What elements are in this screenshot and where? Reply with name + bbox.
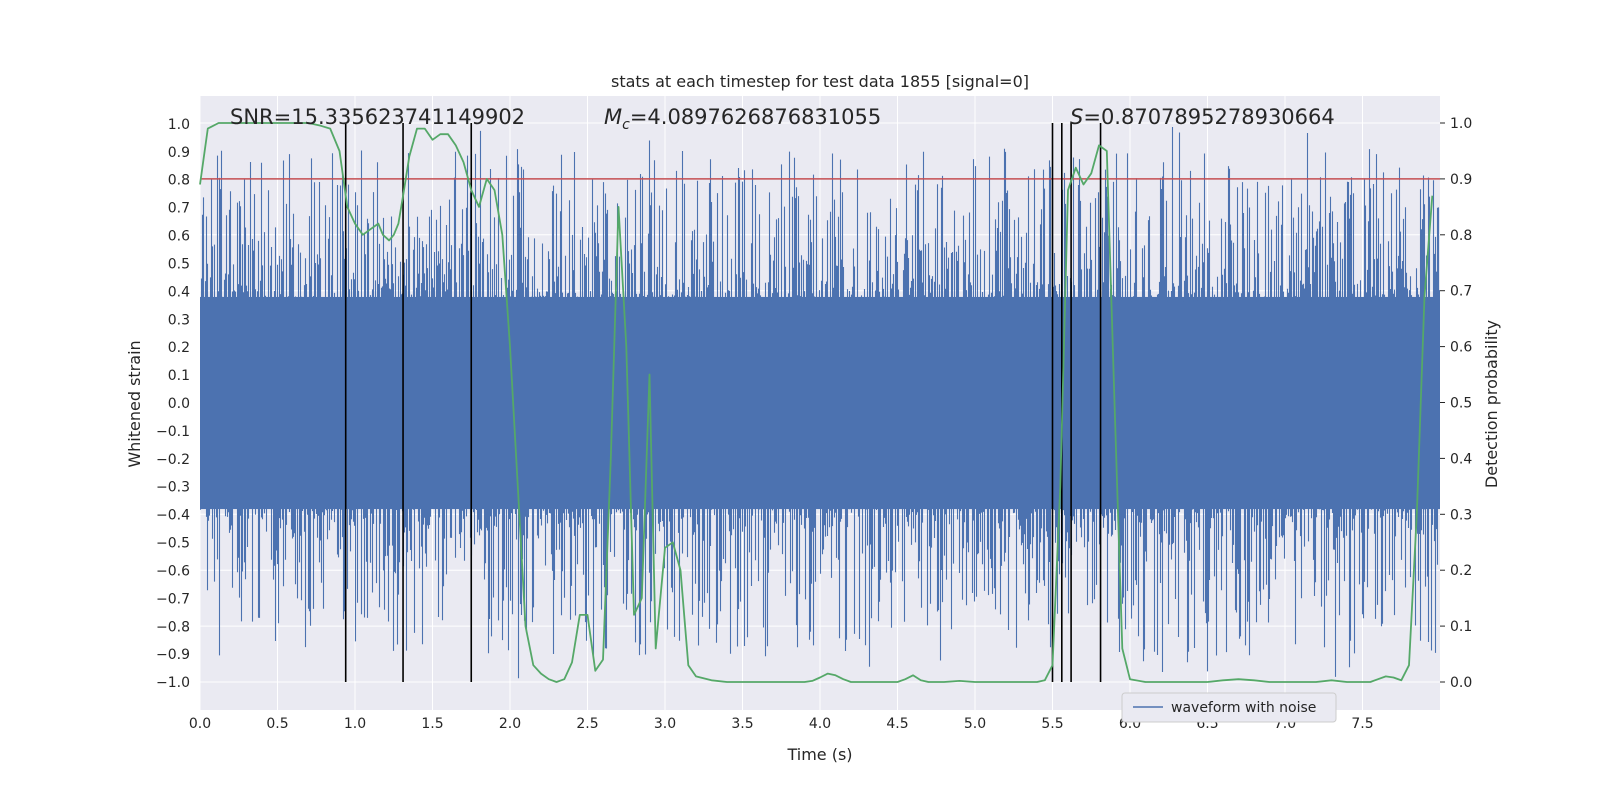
legend-box bbox=[1121, 692, 1337, 723]
x-tick-label: 5.5 bbox=[1041, 716, 1063, 732]
y-tick-label: −0.6 bbox=[156, 563, 190, 579]
mc-subscript: c bbox=[622, 117, 630, 133]
legend: waveform with noise bbox=[1121, 692, 1337, 723]
y-tick-label: −1.0 bbox=[156, 675, 190, 691]
mc-symbol: M bbox=[604, 105, 622, 129]
y2-axis-label: Detection probability bbox=[1482, 320, 1501, 488]
y2-tick-label: 0.6 bbox=[1450, 340, 1472, 356]
y-tick-label: −0.2 bbox=[156, 452, 190, 468]
y2-tick-label: 1.0 bbox=[1450, 116, 1472, 132]
x-tick-label: 5.0 bbox=[964, 716, 986, 732]
x-tick-label: 3.5 bbox=[731, 716, 753, 732]
y2-tick-label: 0.5 bbox=[1450, 396, 1472, 412]
x-tick-label: 0.0 bbox=[189, 716, 211, 732]
chart-title: stats at each timestep for test data 185… bbox=[611, 72, 1029, 91]
y-tick-label: −0.9 bbox=[156, 647, 190, 663]
x-tick-label: 2.0 bbox=[499, 716, 521, 732]
chirp-mass-annotation: Mc=4.0897626876831055 bbox=[604, 105, 881, 133]
x-tick-label: 1.0 bbox=[344, 716, 366, 732]
snr-annotation: SNR=15.335623741149902 bbox=[230, 105, 525, 129]
x-tick-label: 2.5 bbox=[576, 716, 598, 732]
y-tick-label: 0.2 bbox=[168, 340, 190, 356]
x-tick-label: 3.0 bbox=[654, 716, 676, 732]
y-tick-label: −0.7 bbox=[156, 591, 190, 607]
y-tick-label: 0.0 bbox=[168, 396, 190, 412]
x-tick-label: 1.5 bbox=[421, 716, 443, 732]
y-tick-label: −0.5 bbox=[156, 536, 190, 552]
y-tick-label: 0.8 bbox=[168, 173, 190, 189]
y-tick-label: −0.1 bbox=[156, 424, 190, 440]
x-tick-label: 4.5 bbox=[886, 716, 908, 732]
y-axis-ticks: 1.0 0.9 0.8 0.7 0.6 0.5 0.4 0.3 0.2 0.1 0.0 −0.1 −0.… bbox=[156, 117, 190, 691]
x-tick-label: 7.5 bbox=[1351, 716, 1373, 732]
x-axis-label: Time (s) bbox=[786, 745, 852, 764]
waveform-series bbox=[200, 127, 1440, 679]
y2-tick-label: 0.2 bbox=[1450, 563, 1472, 579]
y-tick-label: −0.3 bbox=[156, 480, 190, 496]
y-tick-label: 0.1 bbox=[168, 368, 190, 384]
y-tick-label: 0.3 bbox=[168, 312, 190, 328]
y2-axis-ticks: 1.0 0.9 0.8 0.7 0.6 0.5 0.4 0.3 0.2 0.1 0.0 bbox=[1440, 116, 1472, 691]
y2-tick-label: 0.7 bbox=[1450, 284, 1472, 300]
y2-tick-label: 0.8 bbox=[1450, 228, 1472, 244]
y-tick-label: 0.5 bbox=[168, 256, 190, 272]
y2-tick-label: 0.1 bbox=[1450, 619, 1472, 635]
y2-tick-label: 0.0 bbox=[1450, 675, 1472, 691]
y-tick-label: 0.9 bbox=[168, 145, 190, 161]
score-annotation: S=0.8707895278930664 bbox=[1070, 105, 1335, 129]
y-tick-label: −0.8 bbox=[156, 619, 190, 635]
legend-label-waveform: waveform with noise bbox=[1171, 700, 1316, 716]
x-tick-label: 4.0 bbox=[809, 716, 831, 732]
y-tick-label: −0.4 bbox=[156, 508, 190, 524]
y-tick-label: 0.6 bbox=[168, 229, 190, 245]
x-tick-label: 0.5 bbox=[266, 716, 288, 732]
y-tick-label: 0.7 bbox=[168, 201, 190, 217]
y-tick-label: 1.0 bbox=[168, 117, 190, 133]
y2-tick-label: 0.4 bbox=[1450, 451, 1472, 467]
y2-tick-label: 0.9 bbox=[1450, 172, 1472, 188]
y-axis-label: Whitened strain bbox=[125, 340, 144, 467]
s-symbol: S bbox=[1070, 105, 1083, 129]
probability-line bbox=[199, 122, 1434, 683]
probability-series bbox=[199, 122, 1434, 683]
y2-tick-label: 0.3 bbox=[1450, 507, 1472, 523]
y-tick-label: 0.4 bbox=[168, 284, 190, 300]
s-value: =0.8707895278930664 bbox=[1083, 105, 1334, 129]
mc-value: =4.0897626876831055 bbox=[630, 105, 881, 129]
